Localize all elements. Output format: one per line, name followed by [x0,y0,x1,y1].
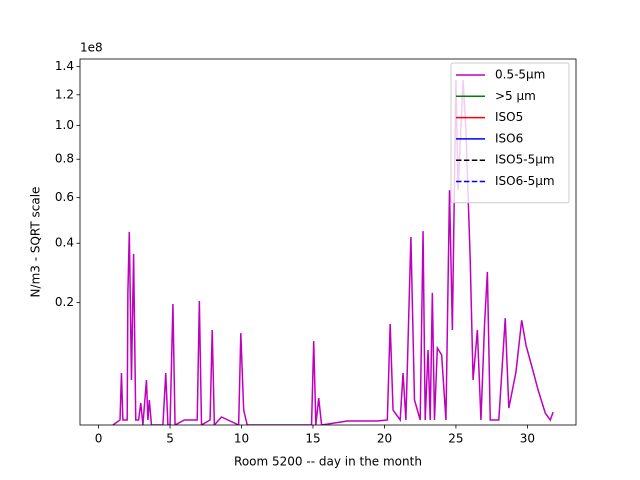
x-tick-label: 15 [305,432,320,446]
legend-label: 0.5-5µm [495,68,545,82]
axes-frame [79,58,577,426]
plot-area [112,79,554,425]
legend-label: ISO5 [495,110,523,124]
y-tick-label: 1.0 [55,118,74,132]
legend-label: ISO5-5µm [495,153,555,167]
y-tick-label: 0.6 [55,190,74,204]
y-tick-label: 0.2 [55,295,74,309]
x-axis-label: Room 5200 -- day in the month [234,455,422,469]
y-tick-label: 0.8 [55,152,74,166]
x-tick-label: 20 [377,432,392,446]
legend-label: >5 µm [495,89,536,103]
y-axis-label: N/m3 - SQRT scale [29,187,43,298]
y-tick-label: 1.4 [55,59,74,73]
x-tick-label: 30 [520,432,535,446]
series-line [112,79,554,425]
legend-box [450,62,570,204]
y-tick-label: 0.4 [55,236,74,250]
x-tick-label: 5 [166,432,174,446]
legend-label: ISO6 [495,131,523,145]
y-tick-label: 1.2 [55,87,74,101]
x-tick-label: 25 [448,432,463,446]
legend-label: ISO6-5µm [495,174,555,188]
x-tick-label: 0 [95,432,103,446]
y-offset-text: 1e8 [80,41,103,55]
x-tick-label: 10 [234,432,249,446]
